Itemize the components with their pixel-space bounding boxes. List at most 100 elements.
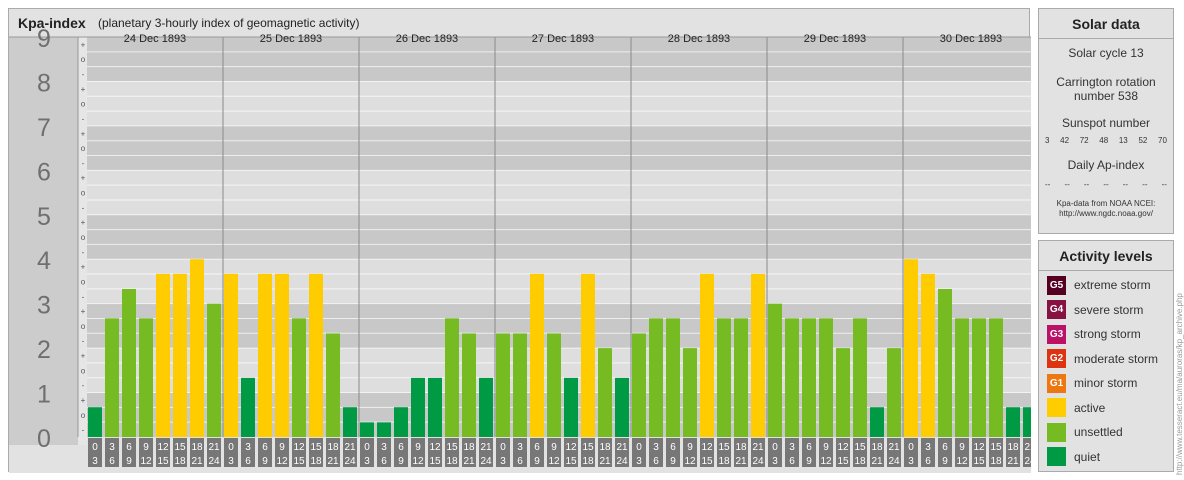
time-slot-box [139, 438, 153, 467]
day-label: 29 Dec 1893 [804, 33, 866, 45]
kp-bar [496, 333, 510, 437]
kp-bar [836, 348, 850, 437]
time-label-start: 18 [463, 442, 475, 453]
y-minor-tick-label: - [82, 70, 85, 79]
y-minor-tick-label: + [81, 85, 86, 94]
time-label-end: 24 [344, 456, 356, 467]
time-label-end: 9 [942, 456, 948, 467]
time-label-end: 18 [174, 456, 186, 467]
level-band [9, 37, 1031, 82]
time-label-end: 12 [140, 456, 152, 467]
kp-bar [887, 348, 901, 437]
carrington-line-1: Carrington rotation [1056, 75, 1156, 89]
kp-bar [258, 273, 272, 437]
kp-bar [1006, 407, 1020, 437]
time-slot-box [88, 438, 102, 467]
time-slot-box [394, 438, 408, 467]
time-label-end: 12 [412, 456, 424, 467]
time-label-start: 18 [871, 442, 883, 453]
time-label-end: 21 [1007, 456, 1019, 467]
time-label-start: 6 [126, 442, 132, 453]
kp-bar [224, 273, 238, 437]
time-label-end: 24 [208, 456, 220, 467]
time-slot-box [326, 438, 340, 467]
time-slot-box [581, 438, 595, 467]
day-label: 24 Dec 1893 [124, 33, 186, 45]
time-slot-box [666, 438, 680, 467]
time-label-start: 0 [92, 442, 98, 453]
y-axis-label: 7 [37, 114, 51, 142]
kp-bar [819, 318, 833, 437]
kp-bar [513, 333, 527, 437]
kp-bar [649, 318, 663, 437]
time-label-start: 3 [245, 442, 251, 453]
y-axis-label: 8 [37, 69, 51, 97]
minor-axis-background [78, 37, 87, 445]
time-label-end: 3 [92, 456, 98, 467]
kp-bar [309, 273, 323, 437]
time-slot-box [836, 438, 850, 467]
time-label-start: 12 [429, 442, 441, 453]
level-band [9, 125, 1031, 171]
time-slot-box [989, 438, 1003, 467]
kpa-chart-panel: 0 1 2 3 4 5 6 7 8 9- o + - o + - o + - o + - o + - o + - o + - o + - o +24 … [8, 8, 1031, 473]
kp-bar [207, 303, 221, 437]
kp-bar [190, 259, 204, 437]
time-label-start: 12 [701, 442, 713, 453]
kp-bar [564, 377, 578, 437]
kp-bar [479, 377, 493, 437]
legend-swatch [1047, 422, 1066, 442]
time-slot-box [1006, 438, 1020, 467]
time-slot-box [360, 438, 374, 467]
time-slot-box [258, 438, 272, 467]
time-label-end: 9 [398, 456, 404, 467]
kp-bar [904, 259, 918, 437]
legend-item: G5 extreme storm [1047, 275, 1151, 295]
time-label-start: 21 [752, 442, 764, 453]
time-slot-box [343, 438, 357, 467]
chart-header: Kpa-index (planetary 3-hourly index of g… [9, 9, 1029, 37]
activity-levels-panel: Activity levels G5 extreme storm G4 severe … [1038, 240, 1174, 472]
time-slot-box [564, 438, 578, 467]
time-label-end: 18 [990, 456, 1002, 467]
time-label-start: 21 [1024, 442, 1031, 453]
time-label-start: 3 [381, 442, 387, 453]
legend-label: strong storm [1074, 327, 1141, 341]
y-minor-tick-label: + [81, 129, 86, 138]
y-minor-tick-label: - [82, 292, 85, 301]
y-minor-tick-label: + [81, 307, 86, 316]
time-label-end: 9 [262, 456, 268, 467]
kp-bar [615, 377, 629, 437]
time-slot-box [938, 438, 952, 467]
time-label-start: 12 [293, 442, 305, 453]
time-label-start: 15 [446, 442, 458, 453]
time-slot-box [377, 438, 391, 467]
ap-value: -- [1064, 180, 1070, 189]
kp-bar [394, 407, 408, 437]
time-label-end: 3 [364, 456, 370, 467]
time-slot-box [972, 438, 986, 467]
kp-bar [462, 333, 476, 437]
time-label-end: 9 [806, 456, 812, 467]
kp-bar [292, 318, 306, 437]
legend-item: quiet [1047, 447, 1100, 467]
time-label-start: 18 [191, 442, 203, 453]
time-slot-box [870, 438, 884, 467]
y-minor-tick-label: - [82, 114, 85, 123]
time-slot-box [173, 438, 187, 467]
time-label-start: 21 [208, 442, 220, 453]
time-label-end: 24 [480, 456, 492, 467]
y-axis-label: 2 [37, 336, 51, 364]
kp-bar [802, 318, 816, 437]
time-label-start: 0 [228, 442, 234, 453]
solar-cycle: Solar cycle 13 [1068, 46, 1144, 60]
carrington-line-2: number 538 [1073, 89, 1139, 103]
time-label-start: 15 [990, 442, 1002, 453]
time-label-start: 3 [789, 442, 795, 453]
time-slot-box [734, 438, 748, 467]
legend-item: G4 severe storm [1047, 300, 1143, 320]
y-minor-tick-label: - [82, 337, 85, 346]
legend-label: moderate storm [1074, 351, 1159, 366]
time-label-start: 9 [415, 442, 421, 453]
